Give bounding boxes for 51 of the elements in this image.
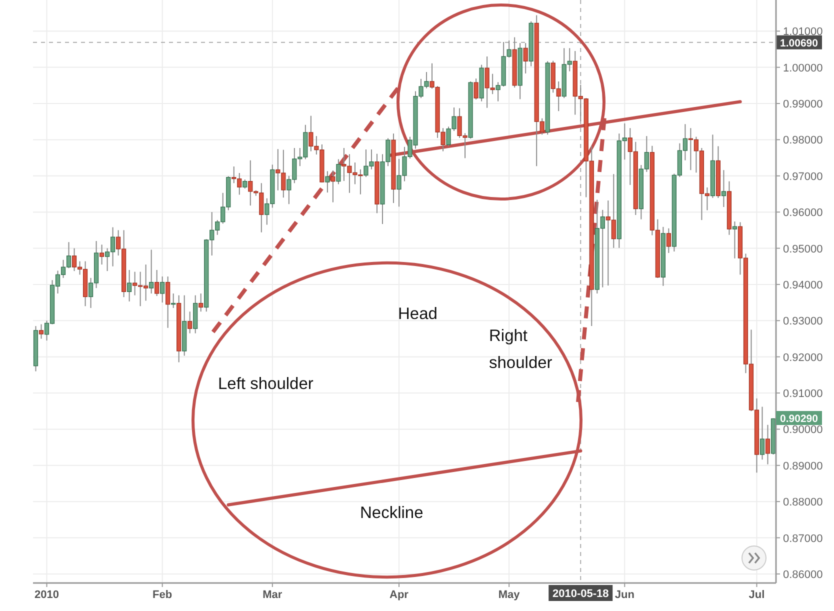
x-tick-label: 2010-05-18 <box>552 588 609 600</box>
candlestick <box>188 311 192 334</box>
y-tick-label: 0.93000 <box>783 316 823 328</box>
candlestick <box>38 324 44 340</box>
annotation: Neckline <box>360 504 424 522</box>
x-tick-label: Mar <box>262 589 283 601</box>
y-tick-label: 0.95000 <box>783 243 823 256</box>
y-tick-label: 0.91000 <box>783 388 823 400</box>
annotation: Head <box>398 305 438 323</box>
candlestick <box>154 269 160 297</box>
candlestick <box>336 158 341 185</box>
candlestick <box>760 406 765 460</box>
text: 0.90290 <box>780 413 818 425</box>
candlestick <box>99 244 104 266</box>
candlestick <box>198 292 204 312</box>
x-tick-label: May <box>498 589 521 601</box>
y-tick-label: 1.01000 <box>783 26 823 38</box>
ref-line-label: 1.00690 <box>780 37 818 50</box>
y-tick-label: 0.86000 <box>783 568 823 581</box>
candlestick <box>474 78 478 100</box>
y-tick-label: 0.88000 <box>783 496 823 509</box>
y-tick-label: 0.98000 <box>783 134 823 147</box>
x-tick-label: Jun <box>614 589 635 601</box>
candlestick <box>666 228 671 254</box>
y-tick-label: 0.99000 <box>783 98 823 110</box>
y-tick-label: 0.87000 <box>783 532 823 545</box>
x-tick-label: Feb <box>152 589 172 601</box>
annotation: Left shoulder <box>218 375 314 393</box>
candlestick <box>732 220 738 259</box>
candlestick <box>149 249 154 294</box>
x-tick-label: Apr <box>390 589 410 601</box>
candlestick <box>523 42 528 74</box>
y-tick-label: 0.94000 <box>783 279 823 292</box>
candlestick <box>166 276 170 328</box>
y-tick-label: 0.89000 <box>783 460 823 472</box>
candlestick <box>325 170 330 194</box>
candlestick <box>330 170 336 203</box>
x-tick-label: Jul <box>748 589 765 601</box>
candlestick <box>765 424 770 465</box>
y-tick-label: 0.92000 <box>783 352 823 364</box>
candlestick <box>242 178 248 190</box>
x-tick-label: 2010 <box>34 589 59 601</box>
y-tick-label: 0.90000 <box>783 424 823 436</box>
candlestick <box>160 276 165 304</box>
candlestick <box>127 269 132 302</box>
annotation: Right shoulder <box>489 327 553 372</box>
y-tick-label: 0.96000 <box>783 207 823 220</box>
y-tick-label: 0.97000 <box>783 170 823 183</box>
y-tick-label: 1.00000 <box>783 62 823 74</box>
candlestick <box>721 170 726 208</box>
candlestick <box>171 292 176 308</box>
